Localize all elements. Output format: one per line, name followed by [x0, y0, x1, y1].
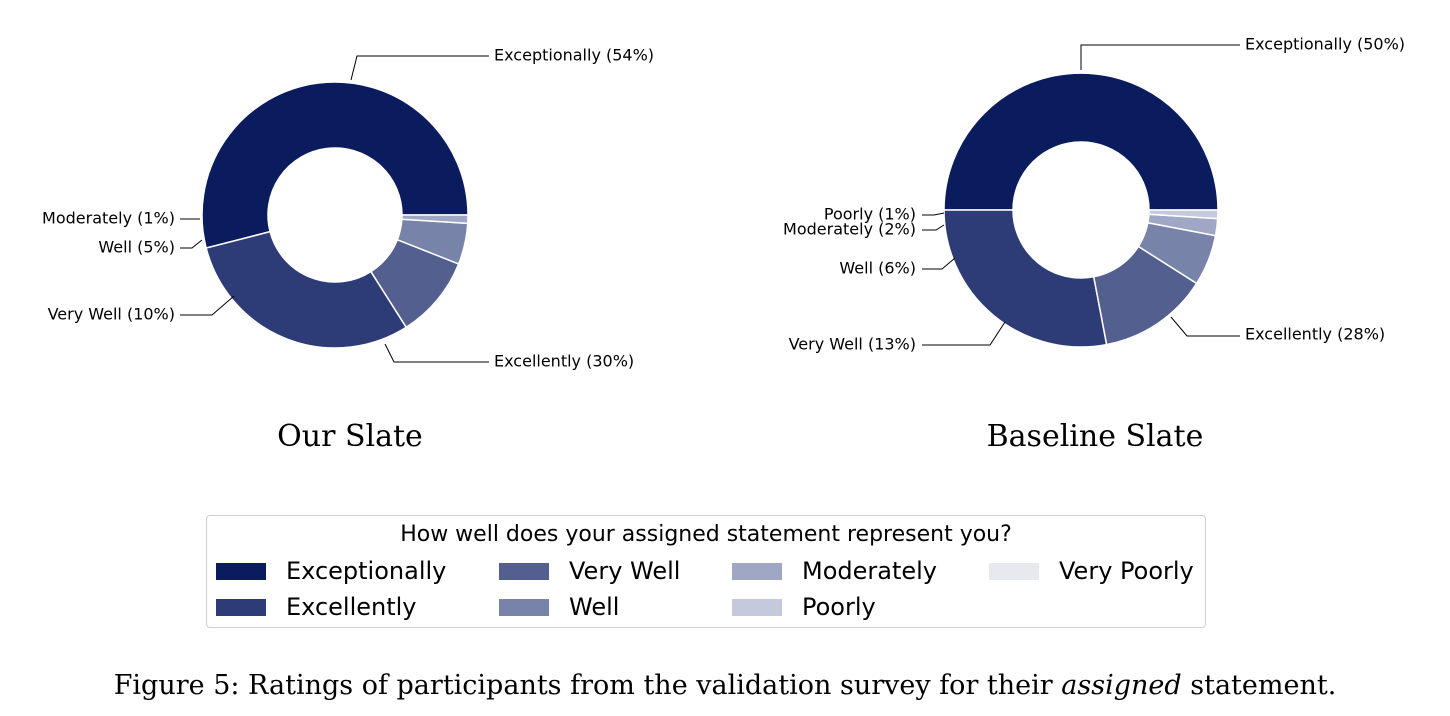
chart-title: Our Slate: [277, 419, 423, 454]
legend: How well does your assigned statement re…: [206, 515, 1206, 628]
legend-item-very-poorly: Very Poorly: [989, 556, 1194, 586]
slice-moderately: [401, 214, 469, 225]
legend-label: Well: [569, 593, 620, 621]
slice-excellently: [205, 230, 408, 349]
slice-label: Poorly (1%): [824, 205, 916, 224]
slice-label: Moderately (1%): [42, 209, 175, 228]
donut-chart-1: Exceptionally (54%) Excellently (30%) Very…: [42, 46, 654, 455]
leader-line: [1080, 44, 1240, 70]
donut-chart-2: Exceptionally (50%) Excellently (28%) Very…: [783, 35, 1405, 455]
legend-title: How well does your assigned statement re…: [400, 522, 1012, 547]
slice-label: Very Well (10%): [48, 305, 175, 324]
legend-label: Very Well: [569, 557, 681, 585]
legend-item-very-well: Very Well: [499, 556, 680, 586]
legend-label: Exceptionally: [286, 557, 447, 585]
leader-line: [180, 239, 203, 249]
caption-emphasis: assigned: [1061, 670, 1182, 701]
leader-line: [922, 224, 945, 231]
slice-label: Moderately (2%): [783, 220, 916, 239]
slice-label: Excellently (30%): [494, 352, 634, 371]
legend-swatch: [216, 562, 266, 580]
slice-exceptionally: [943, 72, 1219, 211]
caption-prefix: Figure 5: Ratings of participants from t…: [113, 670, 1062, 701]
leader-line: [350, 55, 489, 81]
legend-label: Moderately: [802, 557, 938, 585]
legend-swatch: [732, 598, 782, 616]
leader-line: [1170, 316, 1240, 337]
slice-exceptionally: [201, 81, 469, 249]
caption-suffix: statement.: [1181, 670, 1337, 701]
legend-item-exceptionally: Exceptionally: [216, 556, 446, 586]
leader-line: [922, 321, 1006, 346]
legend-item-moderately: Moderately: [732, 556, 937, 586]
legend-swatch: [499, 562, 549, 580]
figure-caption: Figure 5: Ratings of participants from t…: [0, 670, 1450, 701]
chart-title: Baseline Slate: [987, 419, 1204, 454]
slice-excellently: [943, 209, 1108, 348]
slice-label: Exceptionally (54%): [494, 46, 654, 65]
slice-poorly: [1148, 209, 1219, 220]
slice-label: Exceptionally (50%): [1245, 35, 1405, 54]
legend-label: Very Poorly: [1059, 557, 1194, 585]
slice-label: Well (6%): [839, 259, 916, 278]
leader-line: [922, 212, 945, 216]
leader-line: [922, 257, 956, 270]
legend-item-well: Well: [499, 592, 619, 622]
slice-label: Well (5%): [98, 238, 175, 257]
legend-swatch: [499, 598, 549, 616]
slice-label: Excellently (28%): [1245, 325, 1385, 344]
leader-line: [384, 343, 489, 363]
legend-item-poorly: Poorly: [732, 592, 876, 622]
legend-swatch: [732, 562, 782, 580]
slice-label: Very Well (13%): [789, 335, 916, 354]
legend-item-excellently: Excellently: [216, 592, 417, 622]
leader-line: [180, 295, 235, 316]
legend-label: Poorly: [802, 593, 876, 621]
legend-swatch: [989, 562, 1039, 580]
legend-label: Excellently: [286, 593, 417, 621]
legend-swatch: [216, 598, 266, 616]
